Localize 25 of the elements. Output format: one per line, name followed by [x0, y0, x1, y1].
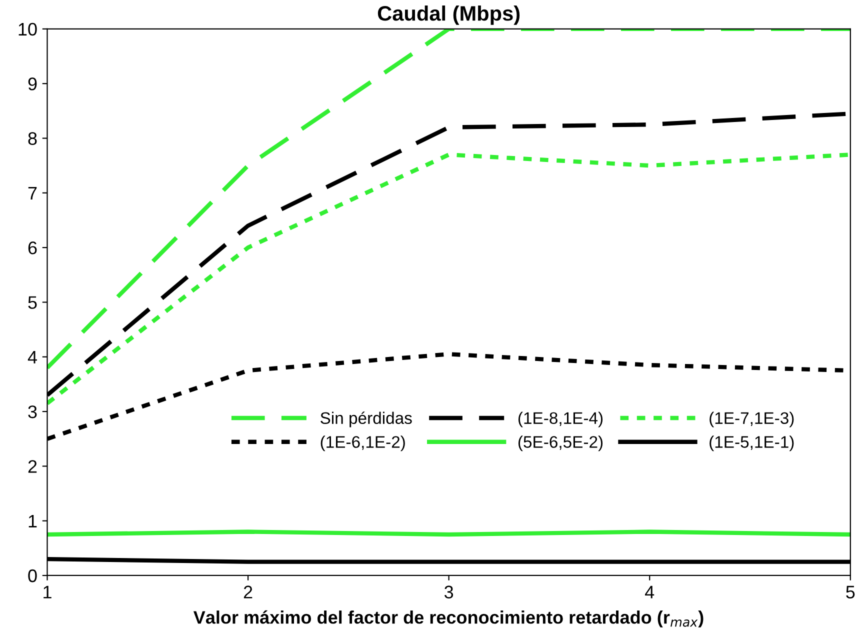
legend-label: Sin pérdidas	[320, 412, 412, 428]
legend-label: (5E-6,5E-2)	[518, 436, 603, 452]
y-tick-label: 5	[28, 296, 37, 309]
legend-label: (1E-8,1E-4)	[518, 412, 603, 428]
y-tick-label: 0	[28, 569, 37, 582]
chart-title: Caudal (Mbps)	[378, 6, 520, 25]
x-axis-title: Valor máximo del factor de reconocimiento retardado (r$_{max}$)	[193, 610, 704, 628]
x-tick-label: 4	[645, 586, 654, 598]
x-tick-label: 5	[846, 586, 855, 598]
y-tick-label: 1	[28, 514, 37, 528]
x-tick-label: 1	[44, 586, 52, 598]
legend-label: (1E-5,1E-1)	[710, 436, 794, 452]
legend-label: (1E-7,1E-3)	[710, 412, 794, 428]
legend-label: (1E-6,1E-2)	[320, 436, 405, 452]
y-tick-label: 9	[28, 78, 37, 90]
x-tick-label: 3	[444, 586, 454, 598]
y-tick-label: 6	[28, 241, 37, 254]
y-tick-label: 3	[28, 405, 37, 418]
y-tick-label: 8	[28, 132, 37, 145]
y-tick-label: 2	[28, 460, 37, 473]
x-tick-label: 2	[244, 586, 252, 598]
y-tick-label: 10	[18, 22, 37, 36]
line-series	[47, 152, 850, 406]
y-tick-label: 4	[28, 350, 37, 364]
y-tick-label: 7	[28, 187, 37, 200]
